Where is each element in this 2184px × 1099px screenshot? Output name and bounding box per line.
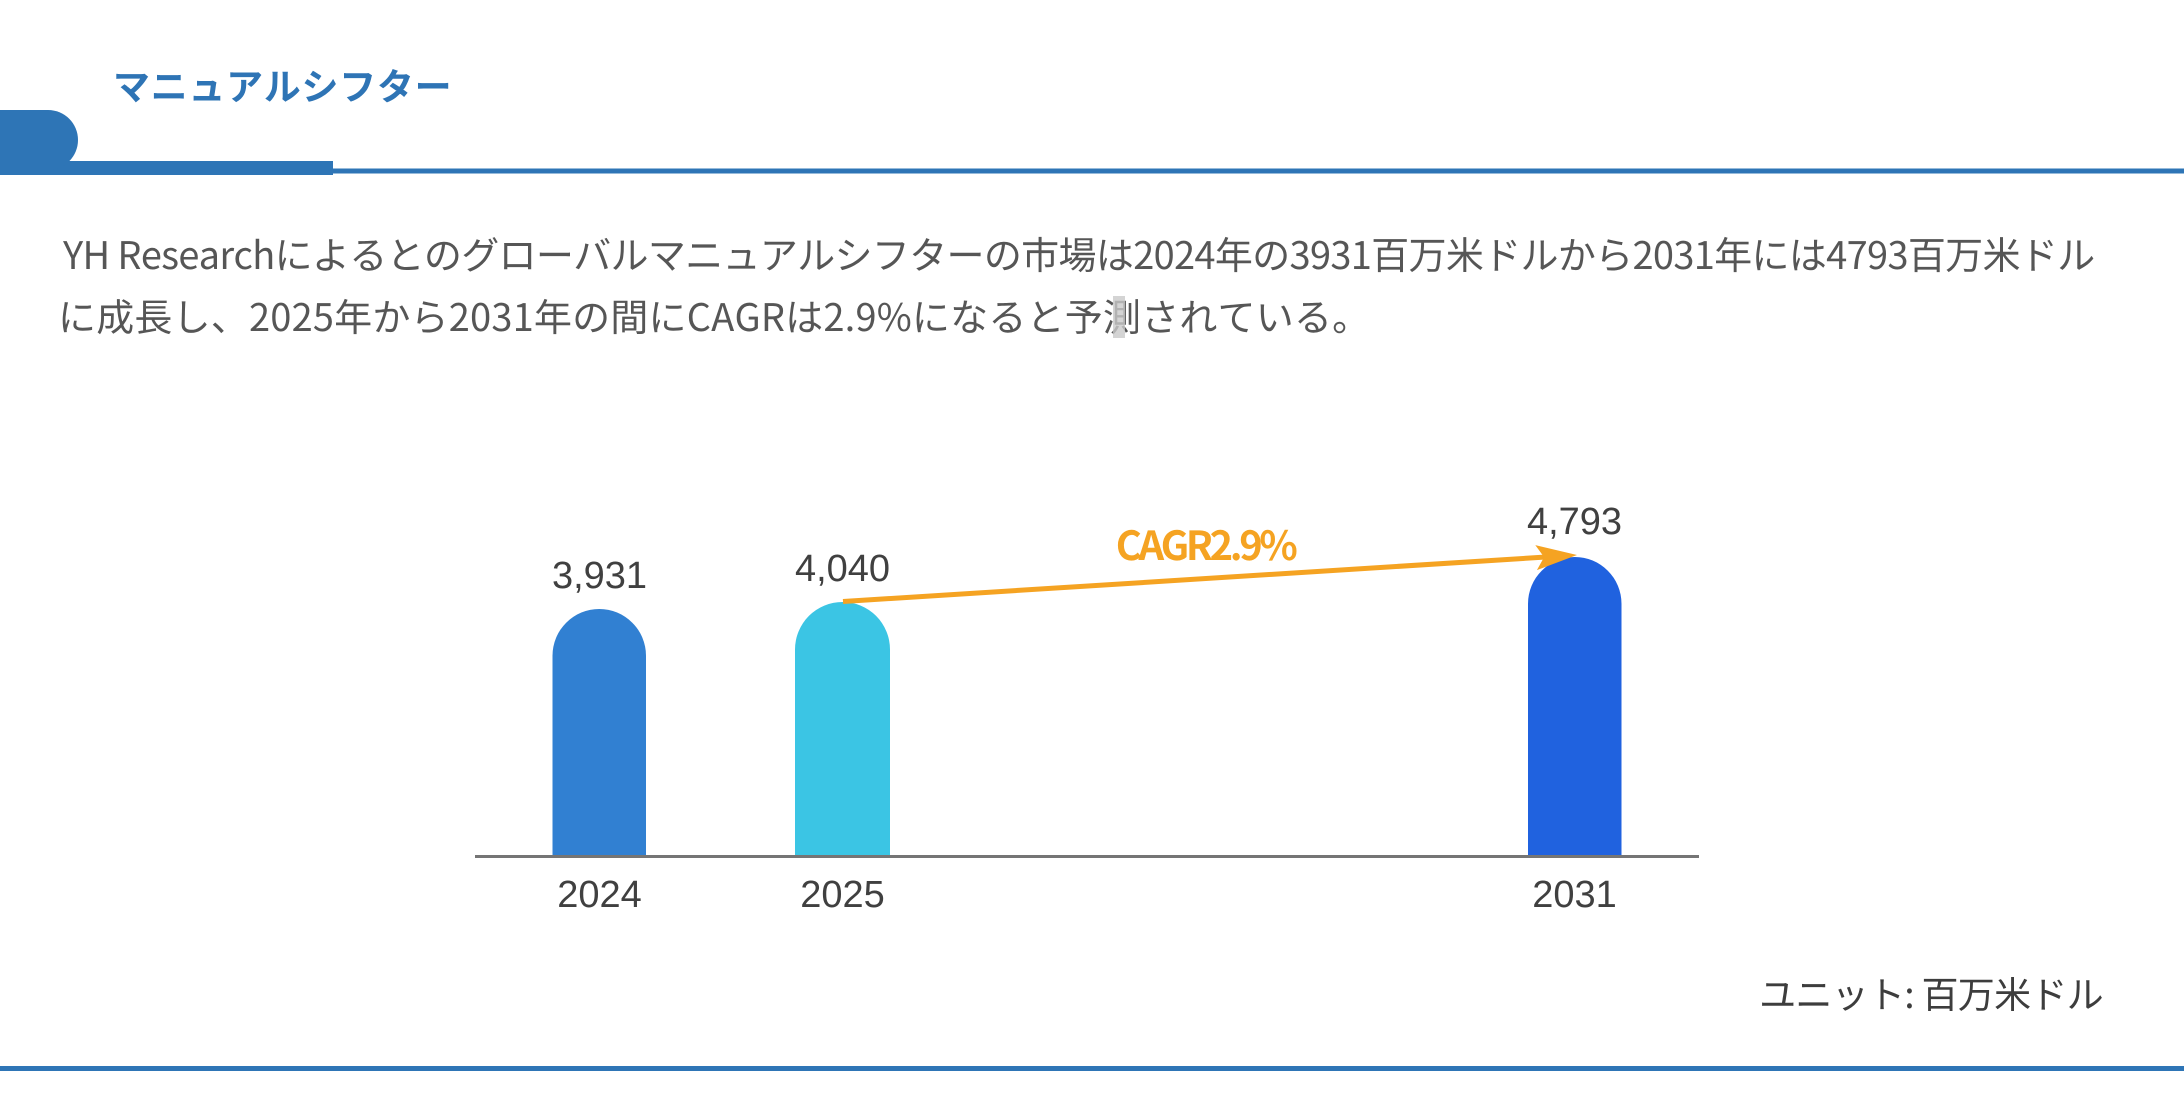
svg-text:2031: 2031 (1532, 874, 1617, 916)
svg-text:4,040: 4,040 (795, 548, 890, 590)
svg-text:2025: 2025 (800, 874, 885, 916)
svg-text:4,793: 4,793 (1527, 501, 1622, 543)
svg-text:2024: 2024 (557, 874, 642, 916)
svg-text:3,931: 3,931 (552, 555, 647, 597)
